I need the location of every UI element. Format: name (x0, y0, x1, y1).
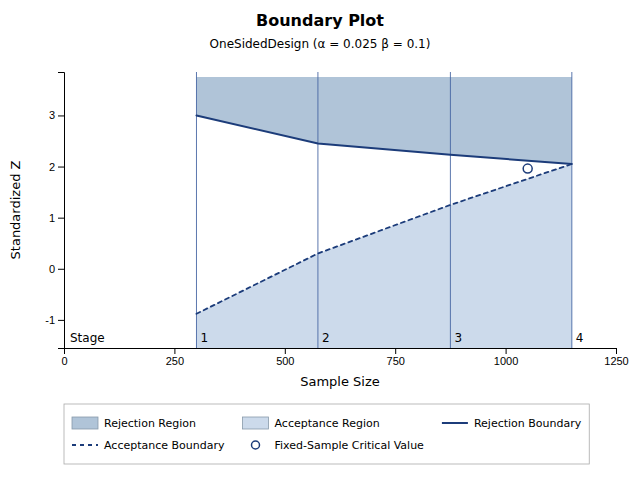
tick: -1 (45, 314, 64, 326)
legend-item: Fixed-Sample Critical Value (252, 439, 425, 452)
tick: 500 (276, 348, 294, 367)
x-axis: 0 250 500 750 1000 1250 (61, 348, 628, 367)
stage-title: Stage (70, 331, 105, 345)
legend-item: Rejection Boundary (442, 417, 582, 430)
stage-label: 3 (454, 331, 462, 345)
legend-item: Acceptance Boundary (72, 439, 225, 452)
legend-label: Acceptance Region (275, 417, 380, 430)
legend-item: Acceptance Region (243, 417, 380, 430)
point (523, 164, 532, 173)
boundary-line (196, 164, 571, 314)
tick-label: 1000 (494, 355, 518, 367)
legend-swatch (252, 441, 260, 449)
legend-label: Rejection Boundary (474, 417, 582, 430)
tick: 250 (166, 348, 184, 367)
stage-line (317, 72, 318, 348)
plot-area (196, 72, 571, 348)
tick-label: 2 (49, 161, 55, 173)
y-axis: -1 0 1 2 3 (45, 73, 64, 349)
legend-swatch (72, 417, 98, 429)
tick-label: 250 (166, 355, 184, 367)
stage-label: 1 (200, 331, 208, 345)
tick: 1250 (604, 348, 628, 367)
tick-mark (395, 348, 396, 354)
tick-label: 500 (276, 355, 294, 367)
tick-label: 0 (49, 263, 55, 275)
y-axis-title: Standardized Z (8, 160, 23, 259)
tick: 0 (49, 263, 64, 275)
x-axis-title: Sample Size (300, 374, 380, 389)
legend-swatch (243, 417, 269, 429)
region-area (196, 164, 571, 348)
tick: 1 (49, 212, 64, 224)
subtitle: OneSidedDesign (α = 0.025 β = 0.1) (210, 37, 431, 51)
tick-label: 0 (61, 355, 67, 367)
legend-frame (64, 404, 589, 464)
tick-mark (174, 348, 175, 354)
chart: Boundary Plot OneSidedDesign (α = 0.025 β… (0, 0, 640, 480)
stage-line (196, 72, 197, 348)
tick-mark (506, 348, 507, 354)
stage-line (571, 72, 572, 348)
legend: Rejection Region Acceptance Region Rejecti… (64, 404, 589, 464)
legend-label: Fixed-Sample Critical Value (275, 439, 425, 452)
tick-mark (58, 218, 64, 219)
legend-label: Acceptance Boundary (104, 439, 225, 452)
region-area (196, 77, 571, 164)
tick-mark (616, 348, 617, 354)
axis-line (58, 73, 65, 349)
legend-swatch (72, 444, 98, 446)
stage-line (450, 72, 451, 348)
boundary-line (196, 115, 571, 164)
legend-swatch (442, 422, 468, 424)
tick-label: 3 (49, 109, 55, 121)
title: Boundary Plot (256, 11, 384, 30)
tick-mark (58, 167, 64, 168)
tick-label: 1 (49, 212, 55, 224)
tick: 750 (387, 348, 405, 367)
legend-item: Rejection Region (72, 417, 196, 430)
stage-label: 4 (576, 331, 584, 345)
tick: 2 (49, 161, 64, 173)
tick-mark (285, 348, 286, 354)
tick-mark (58, 320, 64, 321)
stage-label: 2 (322, 331, 330, 345)
tick-label: -1 (45, 314, 55, 326)
tick-mark (58, 115, 64, 116)
legend-label: Rejection Region (104, 417, 196, 430)
tick-label: 1250 (604, 355, 628, 367)
tick: 0 (61, 348, 67, 367)
axis-line (65, 349, 617, 355)
tick-label: 750 (387, 355, 405, 367)
tick: 1000 (494, 348, 518, 367)
tick: 3 (49, 109, 64, 121)
tick-mark (58, 269, 64, 270)
